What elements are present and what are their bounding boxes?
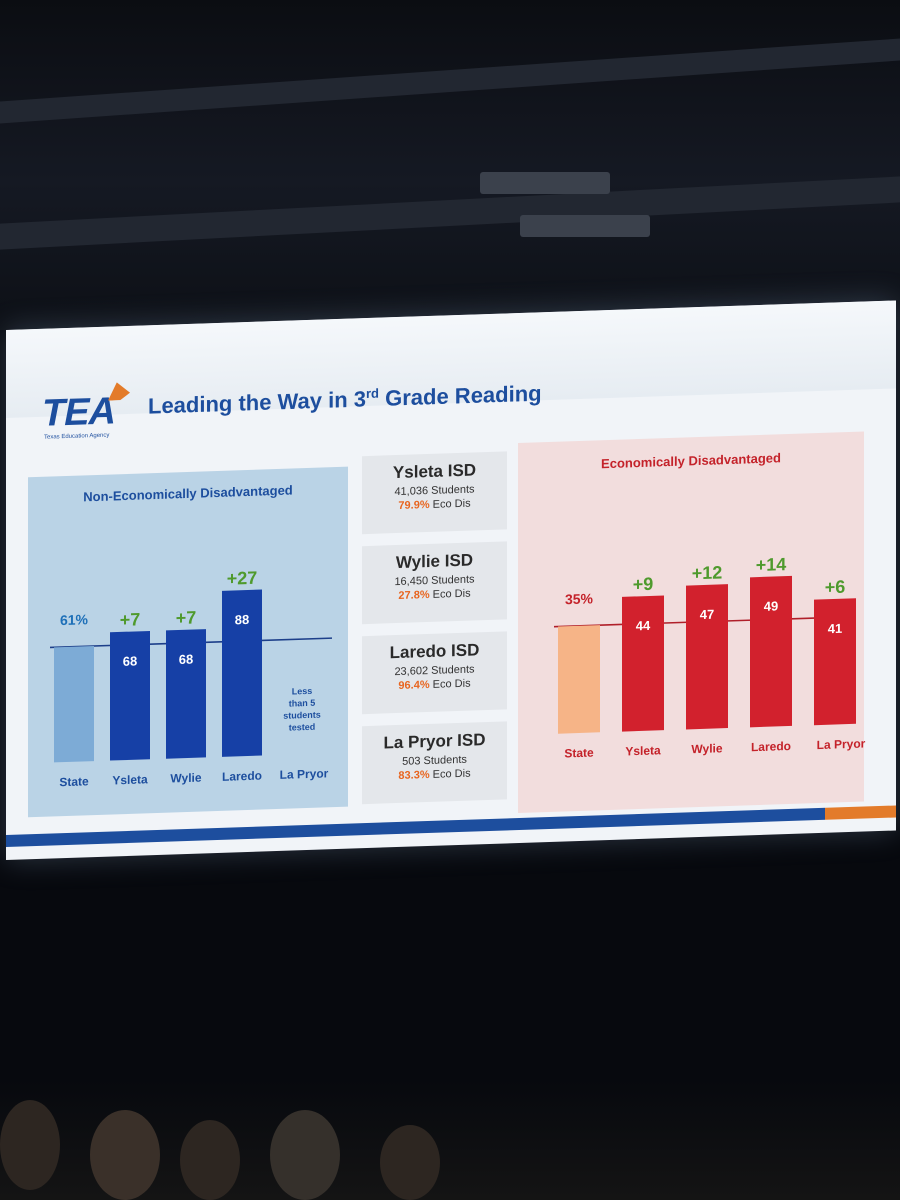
bar-ysleta (622, 595, 664, 732)
state-value-label: 61% (60, 611, 89, 628)
audience-head (270, 1110, 340, 1200)
category-label: Laredo (222, 769, 262, 784)
gain-label: +7 (176, 607, 197, 628)
category-label: La Pryor (817, 736, 866, 752)
district-eco: 27.8% Eco Dis (362, 586, 507, 603)
non-eco-dis-panel: Non-Economically Disadvantaged 61% State 6… (28, 466, 348, 818)
eco-dis-pct: 79.9% (398, 498, 430, 512)
no-data-note: Less (292, 686, 313, 697)
category-label: Ysleta (112, 772, 148, 787)
district-eco: 96.4% Eco Dis (362, 676, 507, 693)
title-sup: rd (366, 385, 379, 402)
bar-wylie (686, 584, 728, 730)
gain-label: +12 (692, 562, 723, 583)
category-label: Wylie (691, 741, 722, 756)
gain-label: +7 (120, 609, 141, 630)
eco-dis-label: Eco Dis (432, 767, 471, 781)
district-card-wylie: Wylie ISD 16,450 Students 27.8% Eco Dis (362, 541, 507, 625)
eco-dis-label: Eco Dis (432, 677, 471, 691)
non-eco-dis-chart: 61% State 68 +7 Ysleta 68 +7 Wylie 88 +27 Laredo Le… (50, 568, 332, 789)
eco-dis-chart: 35% State 44 +9 Ysleta 47 +12 Wylie 49 +14 Laredo 4… (554, 554, 866, 760)
bar-value-label: 49 (764, 598, 778, 613)
bar-value-label: 68 (123, 653, 137, 668)
no-data-note: tested (289, 722, 316, 733)
eco-dis-panel: Economically Disadvantaged 35% State 44 +9 Y… (518, 431, 866, 814)
bar-laredo (222, 589, 262, 757)
title-post: Grade Reading (379, 380, 542, 411)
bar-state (54, 646, 94, 763)
bar-value-label: 47 (700, 607, 714, 622)
category-label: Ysleta (625, 743, 661, 758)
bar-la-pryor (814, 598, 856, 726)
district-eco: 83.3% Eco Dis (362, 766, 507, 783)
eco-dis-label: Eco Dis (432, 497, 471, 511)
audience-head (180, 1120, 240, 1200)
venue-ceiling (0, 0, 900, 330)
ceiling-light (520, 215, 650, 237)
category-label: State (59, 774, 89, 789)
no-data-note: students (283, 710, 321, 721)
projection-screen: TEA Texas Education Agency Leading the W… (6, 300, 896, 860)
gain-label: +27 (227, 568, 258, 589)
district-card-laredo: Laredo ISD 23,602 Students 96.4% Eco Dis (362, 631, 507, 715)
district-name: Ysleta ISD (392, 460, 477, 483)
bar-value-label: 88 (235, 612, 249, 627)
ceiling-light (480, 172, 610, 194)
gain-label: +14 (756, 554, 787, 575)
district-eco: 79.9% Eco Dis (362, 496, 507, 513)
bar-ysleta (110, 630, 150, 761)
eco-dis-pct: 83.3% (398, 768, 430, 782)
district-name: La Pryor ISD (383, 730, 486, 753)
gain-label: +6 (825, 577, 846, 598)
bar-value-label: 68 (179, 652, 193, 667)
district-card-ysleta: Ysleta ISD 41,036 Students 79.9% Eco Dis (362, 451, 507, 535)
audience-head (380, 1125, 440, 1200)
title-pre: Leading the Way in 3 (148, 386, 366, 419)
bar-value-label: 44 (636, 618, 651, 634)
bar-state (558, 625, 600, 734)
bar-value-label: 41 (828, 621, 842, 636)
category-label: Wylie (170, 771, 201, 786)
gain-label: +9 (633, 574, 654, 595)
eco-dis-pct: 27.8% (398, 588, 430, 602)
district-card-la-pryor: La Pryor ISD 503 Students 83.3% Eco Dis (362, 721, 507, 805)
no-data-note: than 5 (289, 698, 316, 709)
category-label: La Pryor (280, 766, 329, 782)
category-label: State (564, 745, 594, 760)
audience-head (0, 1100, 60, 1190)
category-label: Laredo (751, 739, 791, 754)
district-name: Laredo ISD (389, 640, 480, 663)
logo-text: TEA (42, 390, 115, 435)
audience-head (90, 1110, 160, 1200)
tea-logo: TEA Texas Education Agency (42, 389, 142, 441)
bar-wylie (166, 629, 206, 759)
district-cards: Ysleta ISD 41,036 Students 79.9% Eco Dis… (362, 443, 507, 805)
district-name: Wylie ISD (395, 550, 474, 573)
state-value-label: 35% (565, 590, 594, 607)
eco-dis-pct: 96.4% (398, 678, 430, 692)
logo-subtitle: Texas Education Agency (44, 432, 110, 441)
audience (0, 1080, 900, 1200)
eco-dis-label: Eco Dis (432, 587, 471, 601)
bar-laredo (750, 575, 792, 728)
